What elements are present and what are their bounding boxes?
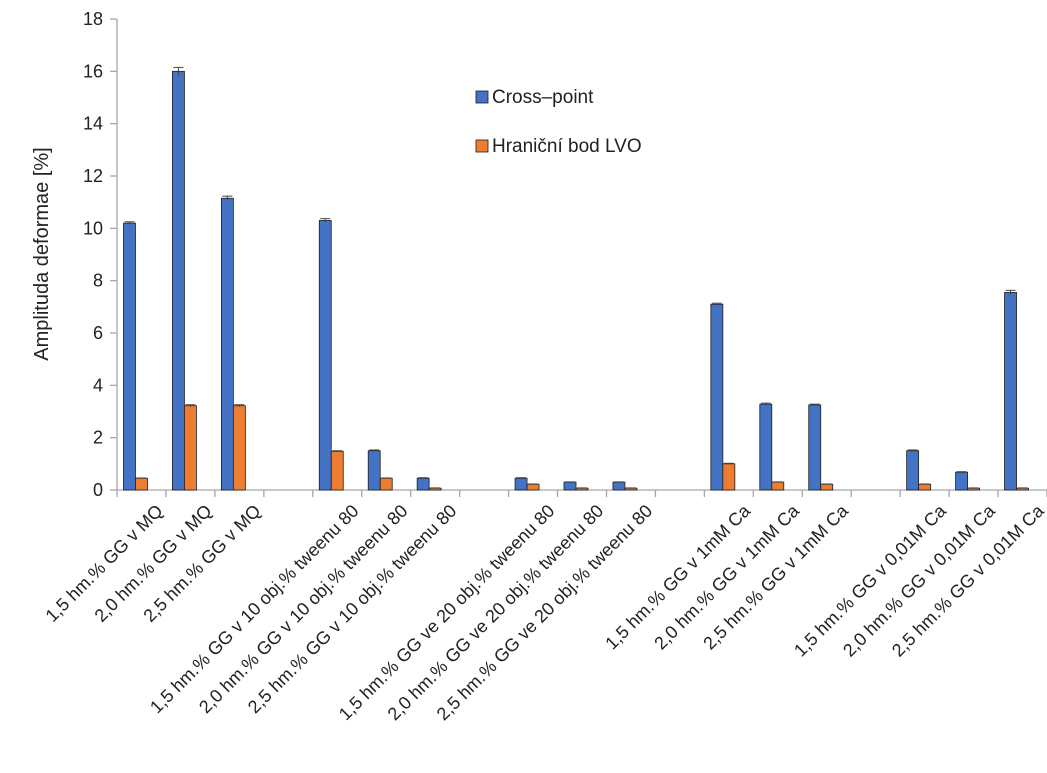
- y-axis-title: Amplituda deformae [%]: [31, 147, 53, 360]
- bar-cross-point: [416, 477, 430, 491]
- bar-cross-point: [123, 222, 136, 491]
- y-tick-label: 18: [83, 9, 103, 29]
- y-tick-label: 10: [83, 218, 103, 238]
- y-tick-label: 12: [83, 166, 103, 186]
- bar-hranicni-bod-lvo: [379, 477, 393, 491]
- bar-hranicni-bod-lvo: [820, 483, 834, 491]
- bar-hranicni-bod-lvo: [967, 487, 980, 491]
- y-tick-label: 4: [93, 375, 103, 395]
- bar-hranicni-bod-lvo: [135, 477, 148, 491]
- legend-swatch: [475, 139, 489, 153]
- bar-cross-point: [1004, 292, 1017, 491]
- bar-hranicni-bod-lvo: [232, 405, 246, 491]
- y-tick-label: 8: [93, 271, 103, 291]
- bars: [123, 66, 1029, 491]
- bar-cross-point: [710, 303, 724, 491]
- y-axis: 0 2 4 6 8 10 12 14 16 18: [83, 9, 118, 500]
- bar-hranicni-bod-lvo: [330, 450, 344, 491]
- bar-cross-point: [612, 481, 626, 491]
- bar-cross-point: [172, 70, 185, 491]
- bar-cross-point: [808, 404, 822, 491]
- y-tick-label: 14: [83, 114, 103, 134]
- bar-hranicni-bod-lvo: [722, 463, 736, 491]
- x-axis: [116, 489, 1047, 497]
- bar-hranicni-bod-lvo: [624, 487, 638, 491]
- bar-cross-point: [318, 220, 332, 491]
- bar-hranicni-bod-lvo: [1016, 487, 1029, 491]
- bar-hranicni-bod-lvo: [428, 487, 442, 491]
- bar-hranicni-bod-lvo: [918, 483, 932, 491]
- bar-cross-point: [220, 197, 234, 491]
- y-tick-label: 6: [93, 323, 103, 343]
- category-labels: 1,5 hm.% GG v MQ2,0 hm.% GG v MQ2,5 hm.%…: [42, 500, 1047, 724]
- bar-cross-point: [955, 471, 968, 491]
- y-tick-label: 0: [93, 480, 103, 500]
- bar-hranicni-bod-lvo: [771, 481, 785, 491]
- bar-hranicni-bod-lvo: [575, 487, 589, 491]
- y-tick-label: 2: [93, 428, 103, 448]
- bar-hranicni-bod-lvo: [526, 483, 540, 491]
- bar-cross-point: [367, 450, 381, 491]
- bar-hranicni-bod-lvo: [184, 405, 197, 491]
- legend: Cross–point Hraniční bod LVO: [475, 87, 642, 157]
- bar-cross-point: [906, 450, 920, 491]
- legend-label: Hraniční bod LVO: [492, 136, 642, 157]
- category-label: 2,5 hm.% GG ve 20 obj.% tweenu 80: [433, 501, 657, 725]
- y-tick-label: 16: [83, 61, 103, 81]
- legend-label: Cross–point: [492, 87, 594, 108]
- bar-cross-point: [759, 403, 773, 491]
- bar-cross-point: [563, 481, 577, 491]
- bar-cross-point: [514, 477, 528, 491]
- legend-swatch: [475, 90, 489, 104]
